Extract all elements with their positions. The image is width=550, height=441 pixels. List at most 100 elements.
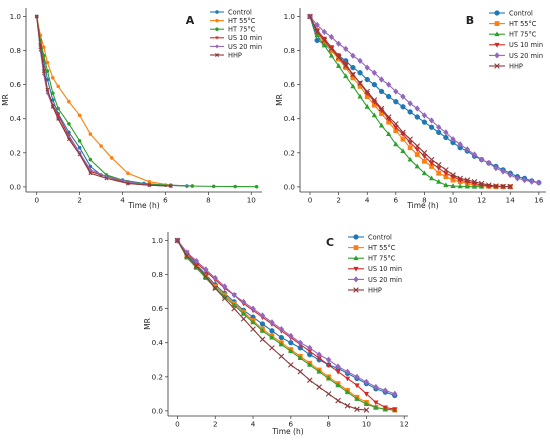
- y-axis-label: MR: [275, 94, 284, 106]
- data-point: [436, 129, 442, 136]
- data-point: [378, 122, 385, 128]
- x-tick-label: 4: [365, 196, 370, 205]
- data-point: [278, 325, 285, 333]
- data-point: [325, 356, 332, 363]
- data-point: [457, 175, 463, 182]
- data-point: [373, 404, 379, 410]
- panel-label: A: [186, 14, 195, 27]
- data-point: [407, 145, 413, 151]
- x-tick-label: 0: [175, 420, 180, 429]
- data-point: [342, 63, 349, 69]
- data-point: [88, 132, 93, 136]
- legend-swatch-marker: [215, 53, 219, 57]
- legend-swatch-marker: [215, 44, 219, 49]
- series-line: [176, 240, 395, 411]
- data-point: [386, 119, 392, 125]
- data-point: [316, 368, 322, 374]
- data-point: [357, 57, 363, 64]
- data-point: [421, 154, 428, 160]
- data-point: [278, 341, 285, 347]
- data-point: [288, 332, 294, 340]
- data-point: [184, 253, 190, 259]
- x-tick-label: 10: [247, 196, 257, 205]
- data-point: [56, 106, 61, 111]
- data-point: [240, 316, 247, 322]
- data-point: [443, 174, 449, 180]
- data-point: [443, 134, 449, 141]
- data-point: [382, 387, 388, 394]
- data-point: [421, 112, 428, 119]
- legend-swatch-marker: [494, 21, 500, 26]
- data-point: [38, 45, 43, 50]
- data-point: [344, 402, 351, 409]
- data-point: [307, 344, 313, 351]
- data-point: [450, 136, 456, 143]
- legend-swatch-marker: [353, 245, 359, 250]
- legend-entry: US 20 min: [509, 52, 543, 60]
- y-tick-label: 1.0: [152, 236, 164, 245]
- y-tick-label: 0.0: [152, 406, 164, 415]
- series-control: [174, 237, 398, 399]
- series-us-10-min: [174, 238, 398, 413]
- data-point: [335, 363, 341, 370]
- y-tick-label: 0.2: [284, 148, 295, 157]
- data-point: [378, 88, 385, 95]
- data-point: [371, 69, 378, 76]
- data-point: [422, 158, 427, 164]
- data-point: [428, 175, 435, 181]
- data-point: [443, 171, 449, 177]
- data-point: [400, 129, 406, 136]
- series-hhp: [307, 13, 514, 190]
- data-point: [328, 33, 335, 41]
- data-point: [259, 336, 266, 343]
- y-tick-label: 0.2: [10, 148, 21, 157]
- data-point: [104, 176, 109, 181]
- data-point: [316, 384, 322, 390]
- data-point: [67, 99, 71, 104]
- data-point: [386, 81, 392, 88]
- series-ht-75-c: [174, 237, 398, 412]
- data-point: [231, 302, 237, 308]
- x-tick-label: 6: [163, 196, 168, 205]
- series-ht-55-c: [34, 14, 195, 188]
- data-point: [250, 326, 256, 332]
- legend-swatch-marker: [353, 266, 359, 272]
- data-point: [354, 383, 360, 389]
- data-point: [222, 283, 228, 290]
- panel-label: C: [326, 236, 334, 249]
- legend-swatch-marker: [353, 234, 359, 240]
- data-point: [174, 237, 181, 244]
- data-point: [329, 48, 334, 53]
- data-point: [414, 105, 420, 112]
- data-point: [321, 39, 327, 45]
- data-point: [421, 119, 428, 125]
- data-point: [50, 104, 55, 109]
- data-point: [436, 166, 442, 172]
- data-point: [254, 184, 259, 189]
- y-tick-label: 0.8: [152, 270, 164, 279]
- panel-label: B: [466, 14, 474, 27]
- data-point: [99, 144, 103, 148]
- data-point: [56, 84, 61, 89]
- series-ht-55-c: [175, 238, 398, 413]
- legend-entry: HT 75°C: [509, 31, 537, 39]
- data-point: [325, 362, 332, 368]
- data-point: [250, 319, 256, 325]
- data-point: [278, 353, 285, 360]
- data-point: [328, 52, 335, 58]
- legend-entry: HT 75°C: [368, 255, 396, 263]
- data-point: [450, 183, 456, 188]
- data-point: [392, 390, 398, 397]
- data-point: [240, 310, 247, 316]
- data-point: [357, 80, 363, 86]
- legend-swatch-marker: [494, 63, 500, 69]
- data-point: [344, 376, 351, 382]
- data-point: [335, 40, 342, 47]
- data-point: [363, 401, 370, 406]
- data-point: [316, 356, 322, 361]
- x-tick-label: 12: [477, 196, 486, 205]
- data-point: [45, 69, 50, 73]
- data-point: [56, 114, 60, 118]
- data-point: [184, 254, 190, 260]
- data-point: [269, 345, 275, 351]
